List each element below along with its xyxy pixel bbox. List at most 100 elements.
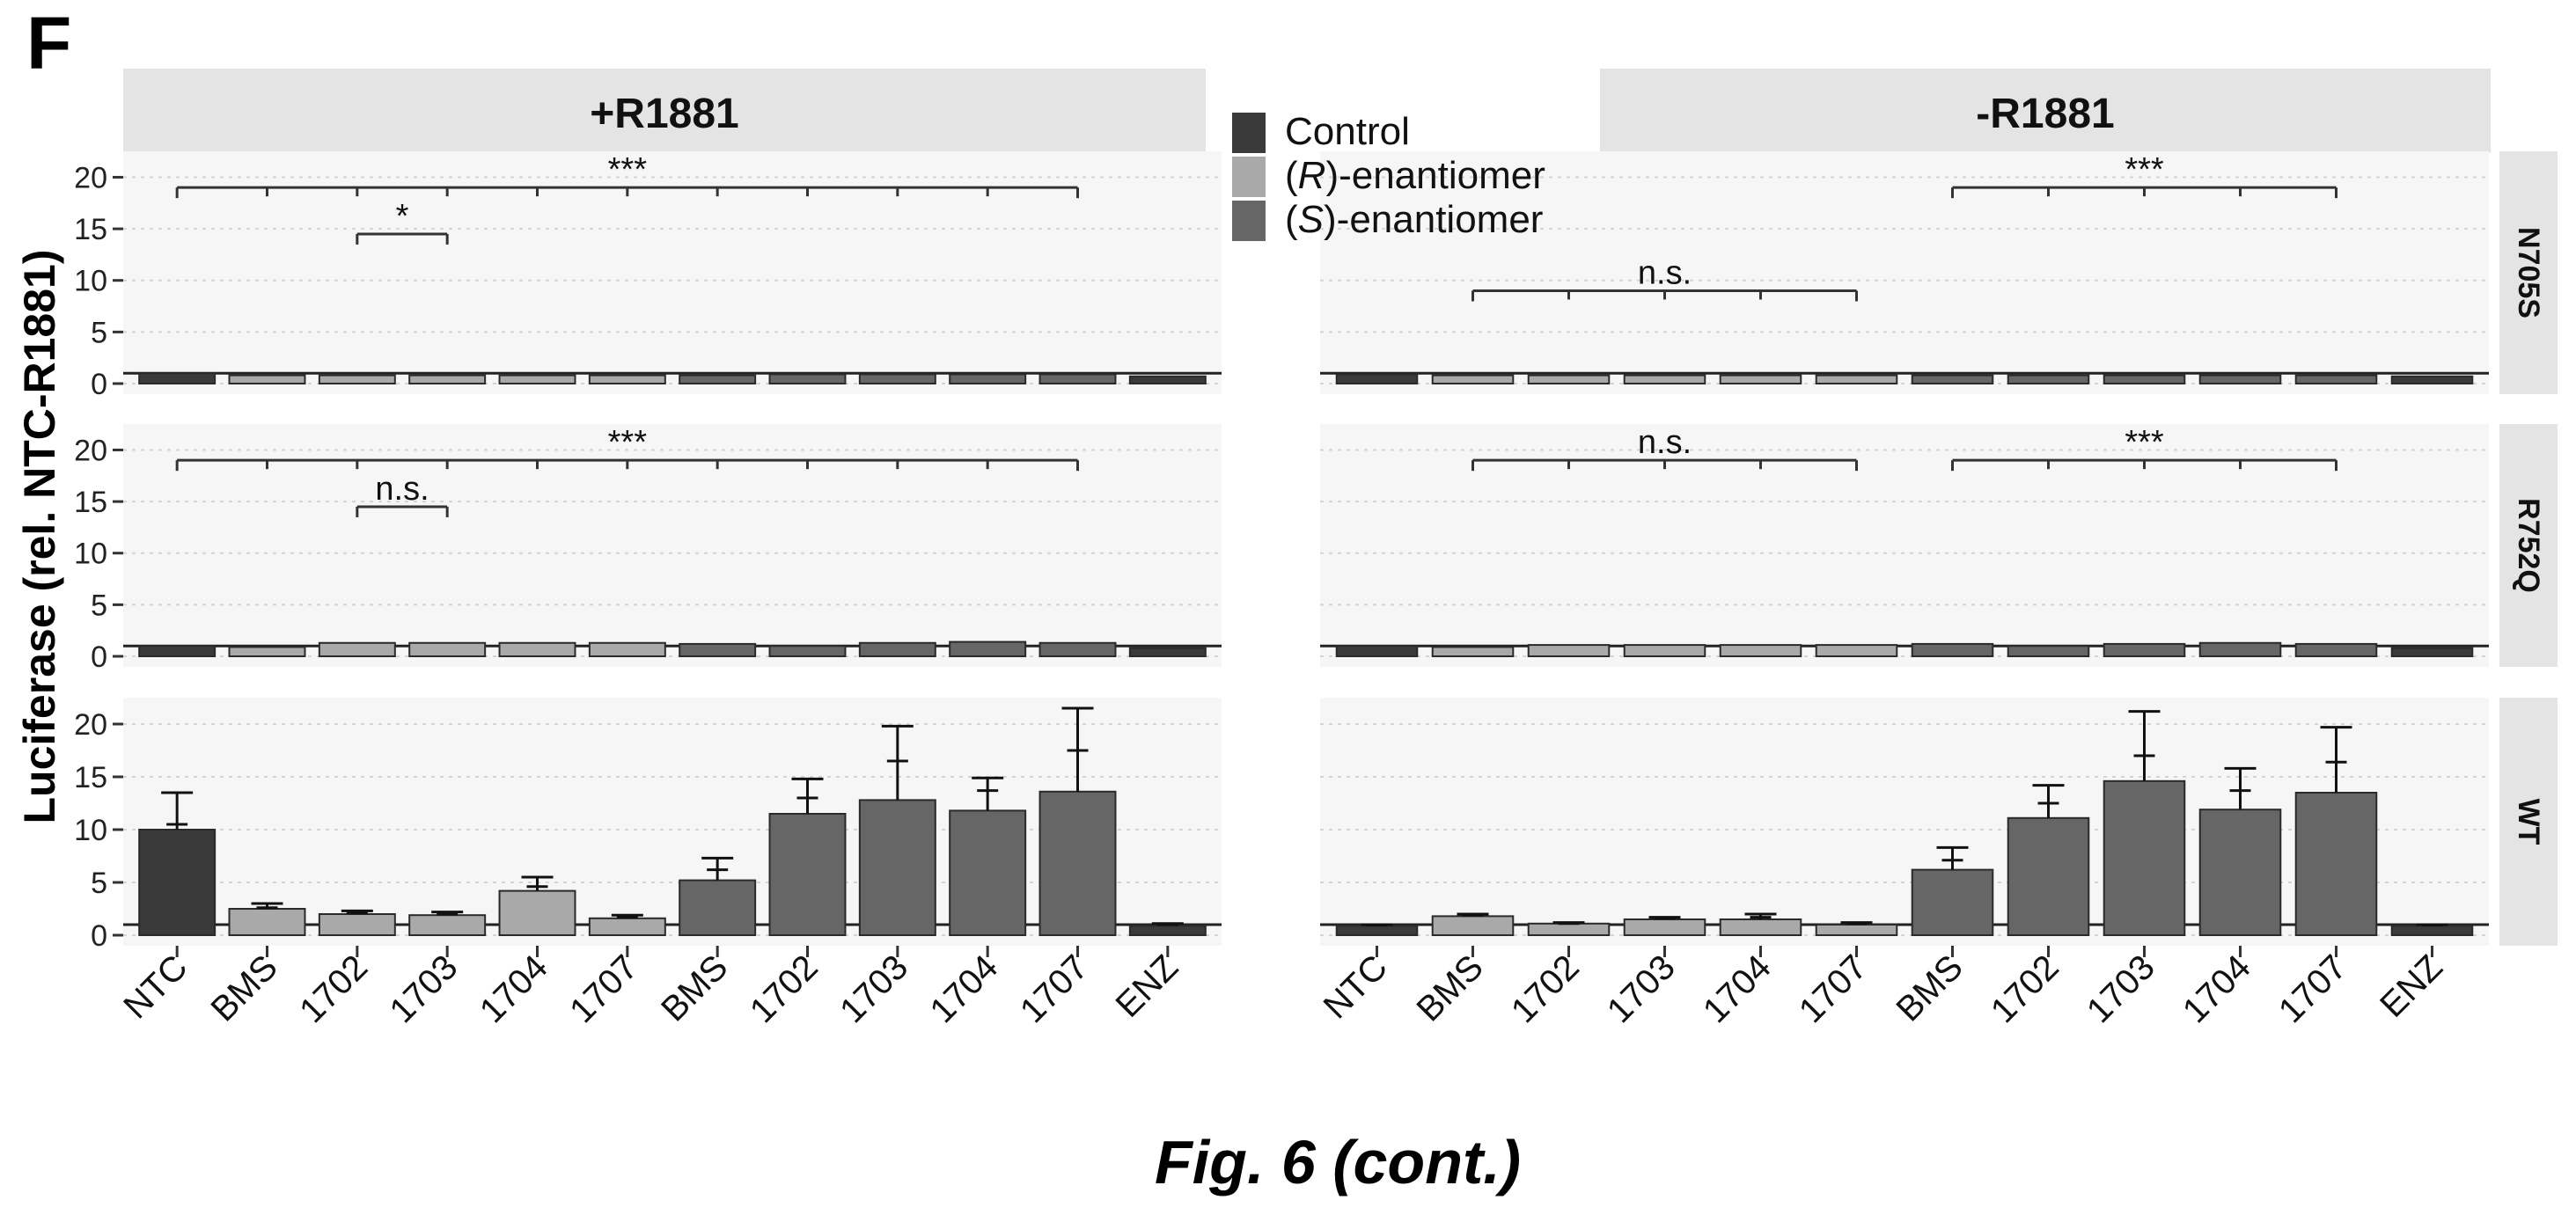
legend-label-control: Control (1285, 110, 1410, 153)
panel-bg-minus-R752Q (1320, 424, 2489, 667)
bar-minus-N705S-8 (2103, 374, 2186, 385)
y-tick-label: 15 (74, 486, 107, 519)
bar-plus-R752Q-4 (498, 641, 576, 657)
bar-plus-WT-0 (138, 829, 217, 936)
bar-minus-WT-5 (1815, 924, 1898, 936)
panel-label: F (26, 2, 71, 84)
bar-minus-R752Q-10 (2294, 642, 2378, 657)
bar-minus-WT-7 (2007, 816, 2090, 936)
bar-minus-R752Q-11 (2390, 647, 2474, 657)
legend-swatch-s (1232, 201, 1266, 241)
bar-plus-WT-6 (679, 879, 757, 936)
x-tick-label-plus-10: 1707 (1013, 948, 1096, 1030)
bar-plus-N705S-3 (408, 374, 487, 385)
bar-minus-R752Q-1 (1431, 646, 1515, 657)
bar-minus-WT-1 (1431, 915, 1515, 937)
bar-plus-WT-7 (768, 813, 847, 936)
bar-minus-N705S-3 (1623, 374, 1706, 385)
bar-minus-N705S-7 (2007, 374, 2090, 385)
column-strip-plus (123, 69, 1206, 153)
bar-plus-WT-3 (408, 914, 487, 936)
bar-plus-R752Q-8 (858, 641, 936, 657)
legend-swatch-control (1232, 113, 1266, 153)
bar-plus-R752Q-9 (949, 640, 1027, 658)
bar-plus-WT-2 (318, 913, 396, 936)
y-tick-label: 20 (74, 434, 107, 467)
sig-label: *** (608, 151, 648, 188)
legend-label-r: (R)-enantiomer (1285, 154, 1545, 197)
legend-label-suffix: )-enantiomer (1324, 198, 1543, 241)
panel-bg-plus-N705S (123, 151, 1222, 394)
panel-bg-plus-WT (123, 698, 1222, 946)
bar-plus-R752Q-1 (228, 646, 306, 657)
legend-label-italic: S (1298, 198, 1324, 241)
y-tick-label: 5 (91, 867, 107, 900)
bar-plus-N705S-10 (1038, 373, 1117, 385)
x-tick-label-minus-11: ENZ (2373, 948, 2450, 1025)
legend-label-s: (S)-enantiomer (1285, 198, 1543, 241)
x-tick-label-plus-3: 1703 (382, 948, 465, 1030)
bar-plus-R752Q-0 (138, 645, 217, 657)
x-tick-label-minus-3: 1703 (1600, 948, 1683, 1030)
y-tick-label: 0 (91, 368, 107, 401)
x-tick-label-plus-1: BMS (203, 948, 284, 1028)
legend-label-italic: R (1298, 154, 1326, 197)
legend-swatch-r (1232, 157, 1266, 197)
bar-minus-N705S-9 (2198, 374, 2282, 385)
bar-minus-R752Q-3 (1623, 644, 1706, 657)
bar-minus-WT-11 (2390, 925, 2474, 936)
column-strips: +R1881 -R1881 N705S R752Q WT (123, 69, 2558, 946)
bar-plus-N705S-0 (138, 372, 217, 385)
bar-plus-N705S-7 (768, 373, 847, 385)
bar-plus-WT-4 (498, 889, 576, 936)
bar-minus-N705S-4 (1719, 374, 1802, 385)
y-tick-label: 10 (74, 265, 107, 298)
bar-minus-R752Q-8 (2103, 642, 2186, 657)
bar-minus-N705S-5 (1815, 374, 1898, 385)
bar-minus-R752Q-5 (1815, 644, 1898, 657)
row-strip-WT (2499, 698, 2558, 946)
bar-plus-WT-5 (588, 917, 666, 937)
x-tick-label-minus-4: 1704 (1696, 948, 1779, 1030)
x-tick-label-plus-4: 1704 (473, 948, 555, 1030)
legend-label-prefix: ( (1285, 198, 1298, 241)
bar-plus-R752Q-5 (588, 641, 666, 657)
x-tick-label-minus-5: 1707 (1792, 948, 1875, 1030)
bar-minus-R752Q-6 (1911, 642, 1994, 657)
x-tick-label-plus-5: 1707 (562, 948, 645, 1030)
y-tick-label: 20 (74, 161, 107, 194)
y-tick-label: 5 (91, 589, 107, 622)
bar-minus-R752Q-2 (1527, 644, 1611, 657)
x-tick-label-minus-2: 1702 (1504, 948, 1587, 1030)
legend-label-suffix: )-enantiomer (1325, 154, 1545, 197)
sig-label: n.s. (1638, 424, 1692, 461)
row-strip-N705S (2499, 151, 2558, 394)
bar-minus-WT-9 (2198, 809, 2282, 937)
y-tick-label: 0 (91, 919, 107, 953)
sig-label: n.s. (375, 471, 429, 508)
x-tick-label-minus-8: 1703 (2080, 948, 2162, 1030)
x-tick-label-plus-0: NTC (116, 948, 194, 1026)
y-tick-label: 20 (74, 708, 107, 742)
x-tick-label-minus-0: NTC (1317, 948, 1395, 1026)
bar-plus-N705S-9 (949, 373, 1027, 385)
bar-plus-N705S-4 (498, 374, 576, 385)
bar-plus-N705S-5 (588, 374, 666, 385)
panel-bg-minus-N705S (1320, 151, 2489, 394)
bar-minus-WT-3 (1623, 918, 1706, 936)
sig-label: *** (2125, 424, 2164, 461)
bar-minus-R752Q-4 (1719, 644, 1802, 657)
legend-label-prefix: ( (1285, 154, 1298, 197)
bar-plus-WT-9 (949, 809, 1027, 937)
x-tick-label-minus-7: 1702 (1984, 948, 2066, 1030)
x-tick-label-plus-6: BMS (654, 948, 735, 1028)
bar-plus-WT-10 (1038, 790, 1117, 936)
x-tick-label-plus-8: 1703 (833, 948, 915, 1030)
bar-plus-N705S-8 (858, 373, 936, 385)
x-tick-label-minus-1: BMS (1409, 948, 1490, 1028)
bar-minus-N705S-11 (2390, 375, 2474, 385)
row-label-WT: WT (2512, 799, 2545, 845)
y-tick-label: 15 (74, 213, 107, 246)
x-tick-label-minus-9: 1704 (2176, 948, 2258, 1030)
